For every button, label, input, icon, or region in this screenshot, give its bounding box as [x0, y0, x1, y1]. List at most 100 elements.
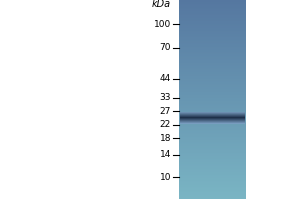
Bar — [178, 72, 246, 73]
Bar — [178, 31, 246, 32]
Bar — [178, 66, 246, 67]
Bar — [178, 10, 246, 11]
Bar — [178, 139, 246, 140]
Bar — [178, 184, 246, 185]
Bar — [178, 36, 246, 37]
Bar — [178, 13, 246, 14]
Text: kDa: kDa — [152, 0, 171, 9]
Bar — [178, 8, 246, 9]
Bar — [178, 17, 246, 18]
Bar — [180, 119, 244, 120]
Bar — [178, 79, 246, 80]
Bar — [178, 142, 246, 143]
Bar — [178, 181, 246, 182]
Bar — [178, 179, 246, 180]
Bar — [178, 88, 246, 89]
Bar — [178, 167, 246, 168]
Bar — [178, 140, 246, 141]
Text: 33: 33 — [160, 93, 171, 102]
Bar — [178, 195, 246, 196]
Bar — [178, 122, 246, 123]
Bar — [178, 81, 246, 82]
Bar — [180, 120, 244, 121]
Bar — [178, 99, 246, 100]
Bar — [178, 15, 246, 16]
Bar — [178, 46, 246, 47]
Bar — [178, 164, 246, 165]
Bar — [178, 21, 246, 22]
Bar — [178, 22, 246, 23]
Bar — [178, 101, 246, 102]
Bar — [178, 130, 246, 131]
Bar — [178, 34, 246, 35]
Bar — [178, 191, 246, 192]
Bar — [178, 87, 246, 88]
Bar — [178, 64, 246, 65]
Bar — [178, 185, 246, 186]
Bar — [178, 132, 246, 133]
Bar — [178, 93, 246, 94]
Bar — [178, 67, 246, 68]
Bar — [178, 1, 246, 2]
Bar — [178, 134, 246, 135]
Bar — [178, 127, 246, 128]
Bar — [178, 141, 246, 142]
Bar — [178, 111, 246, 112]
Bar — [178, 143, 246, 144]
Bar — [178, 136, 246, 137]
Bar — [178, 173, 246, 174]
Bar — [178, 187, 246, 188]
Bar — [178, 80, 246, 81]
Bar — [178, 124, 246, 125]
Bar — [178, 71, 246, 72]
Bar — [178, 5, 246, 6]
Bar — [178, 180, 246, 181]
Bar — [178, 29, 246, 30]
Bar — [180, 118, 244, 119]
Bar — [178, 20, 246, 21]
Bar — [178, 23, 246, 24]
Bar — [178, 56, 246, 57]
Bar — [178, 89, 246, 90]
Bar — [178, 165, 246, 166]
Bar — [178, 138, 246, 139]
Bar — [178, 162, 246, 163]
Bar — [180, 115, 244, 116]
Bar — [178, 18, 246, 19]
Bar — [178, 144, 246, 145]
Text: 22: 22 — [160, 120, 171, 129]
Bar — [178, 61, 246, 62]
Bar — [178, 69, 246, 70]
Bar — [178, 174, 246, 175]
Bar — [178, 24, 246, 25]
Bar — [178, 194, 246, 195]
Bar — [178, 54, 246, 55]
Bar — [178, 115, 246, 116]
Bar — [178, 63, 246, 64]
Bar — [178, 26, 246, 27]
Bar — [178, 193, 246, 194]
Bar — [178, 82, 246, 83]
Bar — [178, 158, 246, 159]
Bar — [178, 160, 246, 161]
Bar — [178, 75, 246, 76]
Bar — [178, 40, 246, 41]
Bar — [178, 73, 246, 74]
Bar — [178, 47, 246, 48]
Bar — [178, 188, 246, 189]
Bar — [178, 161, 246, 162]
Bar — [178, 156, 246, 157]
Bar — [178, 155, 246, 156]
Bar — [178, 78, 246, 79]
Bar — [178, 171, 246, 172]
Bar — [178, 108, 246, 109]
Bar — [178, 120, 246, 121]
Bar — [178, 42, 246, 43]
Bar — [180, 117, 244, 118]
Bar — [178, 51, 246, 52]
Bar — [178, 19, 246, 20]
Bar — [178, 175, 246, 176]
Bar — [178, 192, 246, 193]
Text: 70: 70 — [160, 43, 171, 52]
Text: 18: 18 — [160, 134, 171, 143]
